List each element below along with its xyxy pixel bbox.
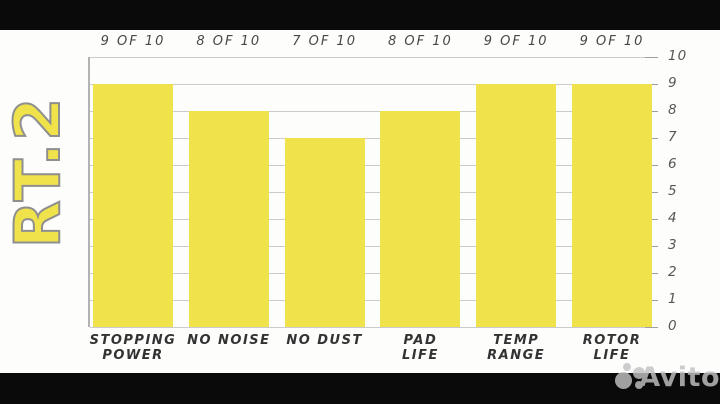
bar	[572, 84, 652, 327]
bar	[380, 111, 461, 327]
y-axis-tick-label: 1	[668, 291, 678, 307]
bar-value-label: 7 OF 10	[292, 34, 357, 49]
avito-watermark-text: Avito	[639, 361, 720, 393]
bar-value-label: 9 OF 10	[579, 34, 645, 49]
letterbox-bottom	[0, 373, 720, 404]
letterbox-top	[0, 0, 720, 30]
y-axis-tick-label: 7	[668, 129, 678, 145]
y-axis-tick-label: 9	[668, 75, 678, 91]
bar-value-label: 9 OF 10	[483, 34, 549, 49]
axis-tick	[645, 57, 658, 58]
bar	[93, 84, 173, 327]
y-axis-tick-label: 8	[668, 102, 678, 118]
bar-category-label: NO NOISE	[187, 333, 271, 348]
gridline	[90, 57, 658, 58]
y-axis-tick-label: 5	[668, 183, 678, 199]
avito-watermark: Avito	[614, 358, 720, 396]
y-axis-tick-label: 2	[668, 264, 678, 280]
bar-category-label: PAD LIFE	[401, 333, 439, 363]
bar-value-label: 9 OF 10	[100, 34, 166, 49]
y-axis-tick-label: 3	[668, 237, 678, 253]
y-axis-tick-label: 10	[668, 48, 688, 64]
chart-panel: RT.2 10 9 8 7 6 5 4 3 2 1 0 9 OF 10 STOPPING POWER 8 …	[0, 30, 720, 373]
chart-title-vertical: RT.2	[0, 67, 75, 277]
bar-category-label: STOPPING POWER	[89, 333, 177, 363]
avito-logo-icon	[614, 361, 645, 393]
bar-category-label: ROTOR LIFE	[582, 333, 642, 363]
bar	[284, 138, 365, 327]
bar	[188, 111, 269, 327]
bar-category-label: NO DUST	[286, 333, 363, 348]
bar-value-label: 8 OF 10	[196, 34, 262, 49]
bar-value-label: 8 OF 10	[387, 34, 453, 49]
y-axis-tick-label: 6	[668, 156, 678, 172]
y-axis-tick-label: 4	[668, 210, 678, 226]
plot-area: 10 9 8 7 6 5 4 3 2 1 0 9 OF 10 STOPPING POWER 8 OF 10…	[88, 34, 686, 362]
axis-tick	[645, 327, 658, 328]
bar	[476, 84, 557, 327]
bar-category-label: TEMP RANGE	[487, 333, 546, 363]
chart-title-text: RT.2	[0, 95, 75, 250]
gridline	[90, 327, 658, 328]
y-axis-tick-label: 0	[668, 318, 678, 334]
